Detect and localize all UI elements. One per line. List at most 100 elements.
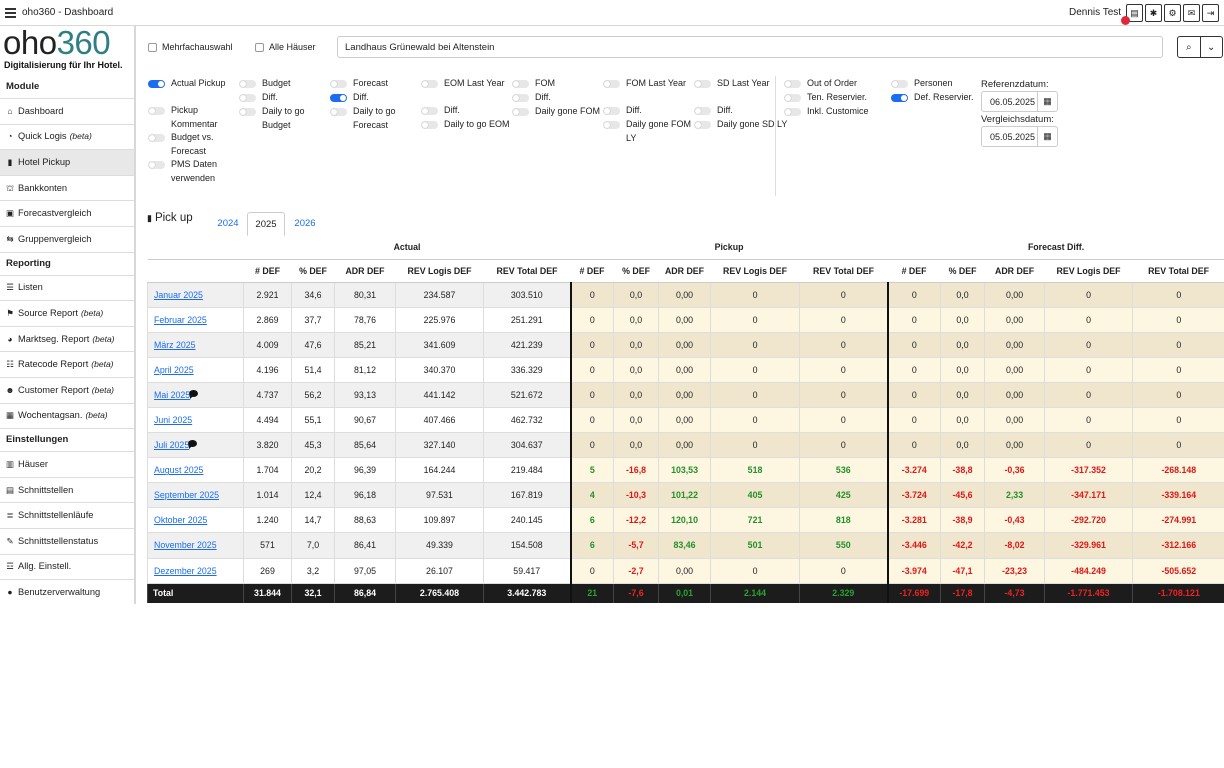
column-header[interactable]: ADR DEF [658,259,711,283]
sidebar-item-source-report[interactable]: ⚑ Source Report (beta) [0,301,134,327]
logo[interactable]: oho360 Digitalisierung für Ihr Hotel. [0,26,134,76]
multi-select-checkbox[interactable]: Mehrfachauswahl [148,42,233,52]
toggle-switch[interactable] [239,108,256,116]
option-toggle[interactable]: Inkl. Customice [784,105,902,119]
toggle-switch[interactable] [512,80,529,88]
sidebar-item-hotel-pickup[interactable]: ▮ Hotel Pickup [0,150,134,176]
sidebar-item-gruppenvergleich[interactable]: ⇆ Gruppenvergleich [0,227,134,253]
option-toggle[interactable]: Daily to go Forecast [330,105,425,132]
tab-2026[interactable]: 2026 [294,218,316,229]
column-header[interactable]: # DEF [570,259,614,283]
toggle-switch[interactable] [421,80,438,88]
sidebar-item-dashboard[interactable]: ⌂ Dashboard [0,99,134,125]
logout-icon[interactable]: ⇥ [1202,4,1219,22]
reference-date-value[interactable]: 06.05.2025 [990,97,1036,107]
toggle-switch[interactable] [421,121,438,129]
toggle-switch[interactable] [512,108,529,116]
toggle-switch[interactable] [330,94,347,102]
toggle-switch[interactable] [330,80,347,88]
option-toggle[interactable]: Diff. [330,91,425,105]
option-toggle[interactable]: Budget vs. Forecast [148,131,241,158]
toggle-switch[interactable] [148,107,165,115]
toggle-switch[interactable] [784,80,801,88]
toggle-switch[interactable] [421,107,438,115]
reference-date-input[interactable]: 06.05.2025 ▦ [981,91,1058,112]
comparison-date-value[interactable]: 05.05.2025 [990,132,1036,142]
month-link[interactable]: Dezember 2025 [154,565,217,576]
calendar-icon[interactable]: ▦ [1037,92,1057,111]
option-toggle[interactable]: Personen [891,77,989,91]
comparison-date-input[interactable]: 05.05.2025 ▦ [981,126,1058,147]
option-toggle[interactable]: Actual Pickup [148,77,241,91]
toggle-switch[interactable] [891,94,908,102]
toggle-switch[interactable] [148,161,165,169]
toggle-switch[interactable] [694,121,711,129]
column-header[interactable]: % DEF [940,259,985,283]
option-toggle[interactable]: EOM Last Year [421,77,516,91]
all-houses-checkbox[interactable]: Alle Häuser [255,42,316,52]
sidebar-item-wochentagsan[interactable]: ▦ Wochentagsan. (beta) [0,404,134,430]
toggle-switch[interactable] [694,80,711,88]
sidebar-item-schnittstellenstatus[interactable]: ✎ Schnittstellenstatus [0,529,134,555]
toggle-switch[interactable] [603,107,620,115]
option-toggle[interactable]: Forecast [330,77,425,91]
option-toggle[interactable]: Ten. Reservier. [784,91,902,105]
option-toggle[interactable]: Def. Reservier. [891,91,989,105]
toggle-switch[interactable] [603,80,620,88]
month-link[interactable]: April 2025 [154,364,194,375]
sidebar-item-häuser[interactable]: ▥ Häuser [0,452,134,478]
checkbox-box[interactable] [255,42,264,52]
sidebar-item-forecastvergleich[interactable]: ▣ Forecastvergleich [0,201,134,227]
option-toggle[interactable]: Diff. [603,104,698,118]
column-header[interactable]: ADR DEF [334,259,396,283]
comment-icon[interactable] [189,390,199,400]
sidebar-item-listen[interactable]: ☰ Listen [0,276,134,302]
column-header[interactable]: REV Total DEF [1132,259,1224,283]
toggle-switch[interactable] [330,108,347,116]
sidebar-item-schnittstellenläufe[interactable]: ≣ Schnittstellenläufe [0,503,134,529]
toggle-switch[interactable] [239,80,256,88]
option-toggle[interactable]: Daily to go EOM [421,118,516,132]
column-header[interactable]: REV Total DEF [799,259,888,283]
option-toggle[interactable]: FOM [512,77,607,91]
chevron-down-icon[interactable]: ⌄ [1199,37,1223,57]
option-toggle[interactable]: PMS Daten verwenden [148,158,241,185]
user-name[interactable]: Dennis Test [1069,7,1122,18]
month-link[interactable]: Februar 2025 [154,314,207,325]
month-link[interactable]: Juni 2025 [154,415,193,426]
mail-icon[interactable]: ✉ [1183,4,1200,22]
column-header[interactable]: # DEF [243,259,292,283]
option-toggle[interactable]: Diff. [694,104,789,118]
comment-icon[interactable] [188,440,198,450]
month-link[interactable]: September 2025 [154,490,220,501]
calendar-icon[interactable]: ▦ [1037,127,1057,146]
sidebar-item-allg-einstell[interactable]: ☲ Allg. Einstell. [0,555,134,581]
month-link[interactable]: Juli 2025 [154,440,190,451]
toggle-switch[interactable] [891,80,908,88]
hotel-select[interactable]: Landhaus Grünewald bei Altenstein [337,36,1163,58]
column-header[interactable]: % DEF [291,259,335,283]
option-toggle[interactable]: Budget [239,77,334,91]
toggle-switch[interactable] [512,94,529,102]
option-toggle[interactable]: Diff. [239,91,334,105]
option-toggle[interactable]: Out of Order [784,77,902,91]
month-link[interactable]: Mai 2025 [154,389,191,400]
option-toggle[interactable]: Diff. [512,91,607,105]
document-icon[interactable]: ▤ [1126,4,1143,22]
option-toggle[interactable]: Pickup Kommentar [148,104,241,131]
option-toggle[interactable]: Daily to go Budget [239,105,334,132]
column-header[interactable]: # DEF [887,259,941,283]
sidebar-item-bankkonten[interactable]: ⛫ Bankkonten [0,176,134,202]
sidebar-item-quick-logis[interactable]: ◔ Quick Logis (beta) [0,125,134,151]
column-header[interactable]: % DEF [613,259,659,283]
toggle-switch[interactable] [784,108,801,116]
menu-icon[interactable] [5,8,16,20]
sidebar-item-marktseg-report[interactable]: ◕ Marktseg. Report (beta) [0,327,134,353]
toggle-switch[interactable] [694,107,711,115]
option-toggle[interactable]: SD Last Year [694,77,789,91]
option-toggle[interactable]: Daily gone FOM LY [603,118,698,145]
column-header[interactable]: REV Logis DEF [1044,259,1133,283]
toggle-switch[interactable] [239,94,256,102]
option-toggle[interactable]: FOM Last Year [603,77,698,91]
sidebar-item-ratecode-report[interactable]: ☷ Ratecode Report (beta) [0,352,134,378]
